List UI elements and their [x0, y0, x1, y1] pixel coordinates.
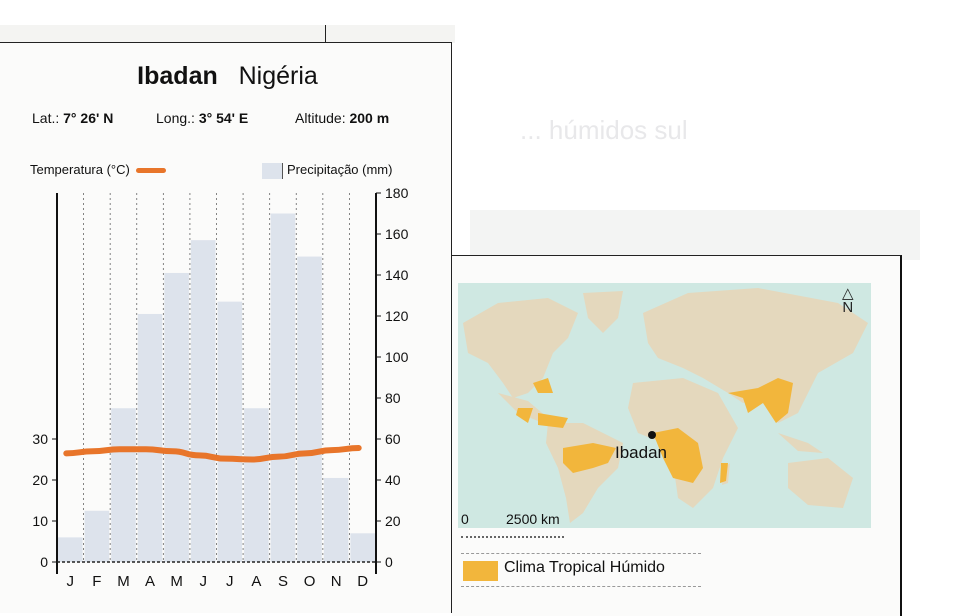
precipitation-bar	[84, 510, 110, 562]
svg-text:0: 0	[385, 554, 393, 570]
map-legend-label: Clima Tropical Húmido	[504, 559, 665, 576]
svg-text:M: M	[170, 573, 183, 590]
bleed-through-text: ... húmidos sul	[520, 115, 688, 145]
svg-text:A: A	[251, 573, 261, 590]
precipitation-bar	[217, 301, 243, 562]
precipitation-bar	[270, 213, 296, 562]
scale-distance-label: 2500 km	[506, 511, 560, 527]
precipitation-bar	[164, 272, 189, 562]
svg-text:10: 10	[32, 513, 48, 529]
precipitation-bar	[323, 477, 349, 562]
precipitation-bar	[137, 313, 163, 562]
svg-text:120: 120	[385, 308, 409, 324]
ibadan-map-label: Ibadan	[615, 443, 667, 462]
svg-text:J: J	[226, 573, 234, 590]
world-map-svg	[463, 288, 868, 523]
country-name: Nigéria	[238, 62, 318, 90]
svg-text:F: F	[92, 573, 101, 590]
longitude: Long.: 3° 54' E	[156, 110, 249, 126]
svg-text:J: J	[67, 573, 75, 590]
svg-text:20: 20	[32, 472, 48, 488]
legend-precipitation: Precipitação (mm)	[262, 162, 392, 179]
svg-text:A: A	[145, 573, 155, 590]
svg-text:80: 80	[385, 390, 401, 406]
svg-text:30: 30	[32, 431, 48, 447]
precipitation-bar	[244, 408, 269, 562]
north-arrow-icon: △ N	[842, 285, 854, 316]
svg-text:140: 140	[385, 267, 409, 283]
svg-text:20: 20	[385, 513, 401, 529]
svg-text:0: 0	[40, 554, 48, 570]
svg-text:160: 160	[385, 226, 409, 242]
bleed-band	[470, 210, 920, 260]
page-edge-strip	[0, 25, 455, 43]
scale-zero-label: 0	[461, 511, 469, 527]
precipitation-bar	[297, 256, 322, 562]
svg-text:O: O	[304, 573, 316, 590]
city-name: Ibadan	[137, 62, 218, 90]
temperature-line	[63, 445, 362, 463]
svg-text:100: 100	[385, 349, 409, 365]
scale-bar	[461, 533, 564, 538]
svg-text:S: S	[278, 573, 288, 590]
precipitation-bar	[58, 537, 83, 562]
svg-text:60: 60	[385, 431, 401, 447]
divider-line	[325, 25, 326, 43]
precipitation-bar	[190, 240, 216, 562]
svg-text:N: N	[331, 573, 342, 590]
latitude: Lat.: 7° 26' N	[32, 110, 114, 126]
svg-text:D: D	[357, 573, 368, 590]
precipitation-swatch	[262, 162, 283, 179]
svg-text:M: M	[117, 573, 130, 590]
ibadan-marker-icon	[648, 431, 656, 439]
map-legend: Clima Tropical Húmido	[461, 553, 701, 587]
precipitation-bar	[111, 408, 136, 562]
svg-text:180: 180	[385, 185, 409, 201]
chart-title: Ibadan Nigéria	[0, 62, 455, 91]
altitude: Altitude: 200 m	[295, 110, 390, 126]
legend-temperature: Temperatura (°C)	[30, 162, 166, 177]
tropical-humid-swatch	[463, 561, 498, 581]
temperature-swatch	[135, 168, 166, 174]
world-map: Ibadan	[458, 283, 871, 528]
precipitation-bar	[350, 533, 375, 562]
svg-text:40: 40	[385, 472, 401, 488]
svg-text:J: J	[199, 573, 207, 590]
